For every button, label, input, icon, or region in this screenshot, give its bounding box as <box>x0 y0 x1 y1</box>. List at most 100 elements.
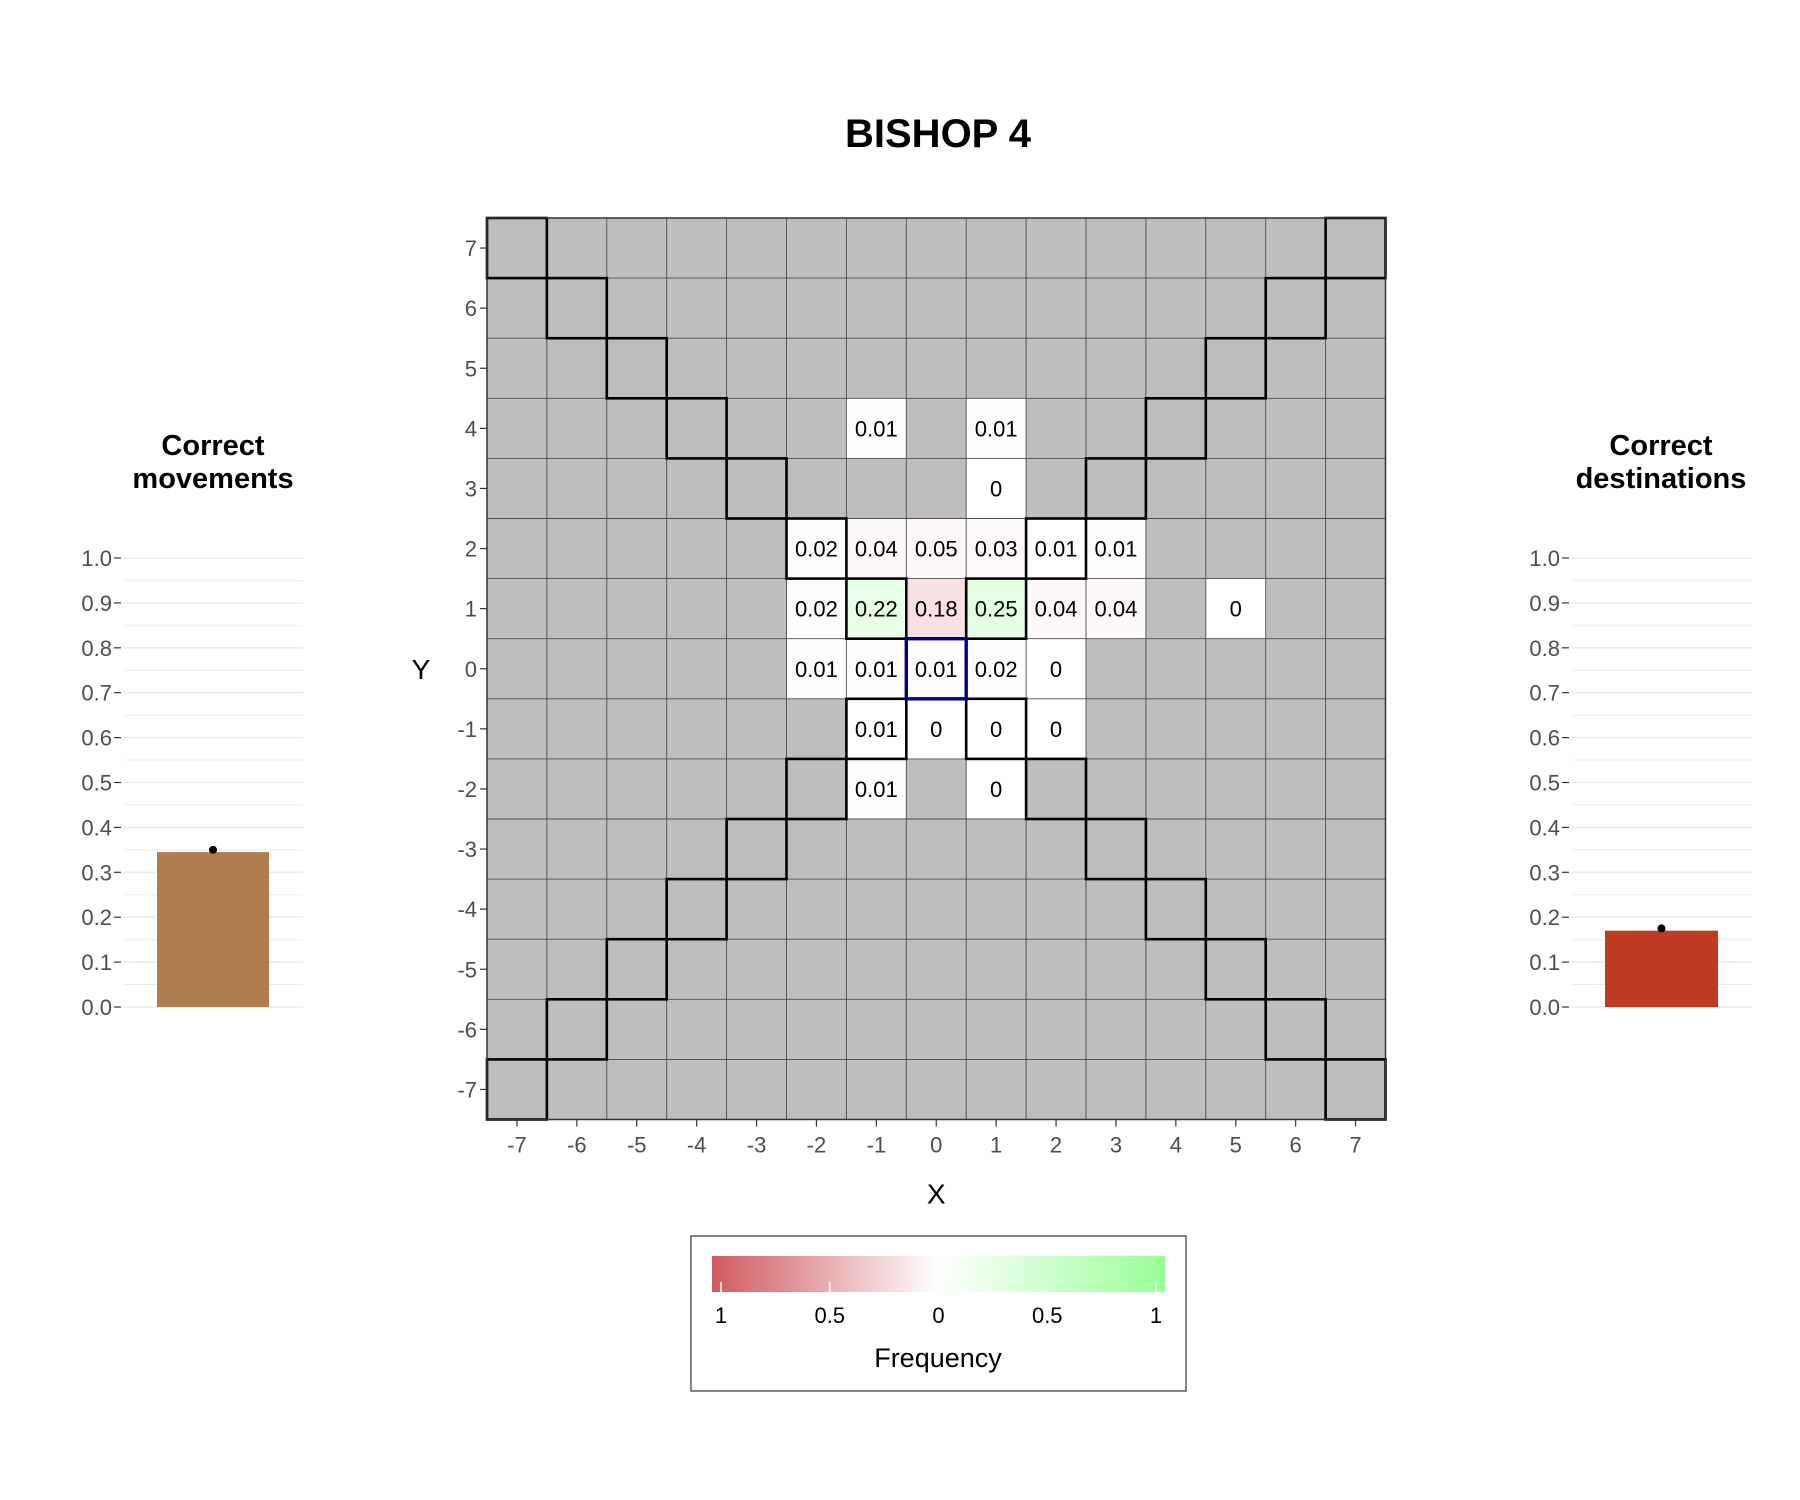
legend-tick-label: 0.5 <box>1032 1303 1063 1328</box>
heatmap-cell <box>786 638 847 699</box>
correct-cell-outline <box>1024 757 1088 821</box>
heatmap-cell <box>1205 578 1266 639</box>
y-tick-label: 7 <box>465 236 477 261</box>
panel-title: destinations <box>1576 463 1747 495</box>
y-tick-label: 0.9 <box>81 591 112 616</box>
heatmap-cell <box>846 758 907 819</box>
y-tick-label: -6 <box>457 1017 477 1042</box>
heatmap-cell <box>846 698 907 759</box>
bar-point <box>209 845 217 854</box>
heatmap-cell <box>1086 578 1146 639</box>
chart-title: BISHOP 4 <box>845 112 1032 156</box>
origin-cell-outline <box>904 637 968 701</box>
y-tick-label: -5 <box>457 957 477 982</box>
cell-label: 0.22 <box>855 597 898 622</box>
heatmap-cell <box>966 518 1027 579</box>
x-tick-label: 2 <box>1050 1133 1062 1158</box>
heatmap-cell <box>786 578 847 639</box>
correct-destinations-panel: 0.0 0.1 0.2 0.3 0.4 0.5 0.6 0.7 0.8 0.9 1.0 Correct… <box>1529 430 1752 1020</box>
x-tick-label: 0 <box>930 1133 942 1158</box>
correct-cell-outline <box>725 457 788 520</box>
cell-label: 0.02 <box>975 657 1018 682</box>
cell-label: 0.04 <box>1095 597 1138 622</box>
cell-label: 0 <box>930 717 942 742</box>
y-tick-label: 6 <box>465 296 477 321</box>
cell-label: 0 <box>1050 657 1062 682</box>
heatmap-cell <box>966 578 1027 639</box>
cell-label: 0.02 <box>795 537 838 562</box>
x-tick-label: 7 <box>1349 1133 1361 1158</box>
y-tick-label: 0.1 <box>1529 950 1560 975</box>
correct-cell-outline <box>785 517 848 580</box>
correct-cell-outline <box>1204 937 1268 1001</box>
x-tick-label: -6 <box>567 1133 587 1158</box>
y-tick-label: 0.4 <box>81 815 112 840</box>
heatmap-cell <box>846 578 907 639</box>
correct-cell-outline <box>964 697 1028 761</box>
bar-point <box>1657 924 1666 933</box>
cell-label: 0.01 <box>855 416 898 441</box>
cell-label: 0.01 <box>1035 537 1078 562</box>
cell-label: 0.18 <box>915 597 958 622</box>
correct-cell-outline <box>785 757 848 821</box>
y-tick-label: -4 <box>457 897 477 922</box>
x-tick-label: 5 <box>1230 1133 1242 1158</box>
legend-tick-label: 1 <box>715 1303 727 1328</box>
cell-label: 0.01 <box>795 657 838 682</box>
x-axis-label: X <box>927 1179 946 1210</box>
y-tick-label: 0.6 <box>81 726 112 751</box>
heatmap-cell <box>966 398 1027 459</box>
y-tick-label: 0.2 <box>81 905 112 930</box>
cell-label: 0.01 <box>915 657 958 682</box>
y-tick-label: 0.0 <box>81 995 112 1020</box>
cell-label: 0.04 <box>1035 597 1078 622</box>
cell-label: 0 <box>1230 597 1242 622</box>
heatmap-cell <box>906 638 967 699</box>
cell-label: 0 <box>990 476 1002 501</box>
cell-label: 0.05 <box>915 537 958 562</box>
legend-title: Frequency <box>874 1343 1002 1373</box>
correct-cell-outline <box>605 336 668 400</box>
heatmap-cell <box>846 638 907 699</box>
correct-cell-outline <box>545 276 609 340</box>
heatmap-panel: 0.01 0.01 0 0.02 0.04 0.05 0.03 0.01 0.01 0.02 0.2… <box>412 216 1387 1210</box>
y-tick-label: -3 <box>457 837 477 862</box>
y-tick-label: 0 <box>465 657 477 682</box>
x-tick-label: 3 <box>1110 1133 1122 1158</box>
y-tick-label: 0.5 <box>81 771 112 796</box>
correct-cell-outline <box>1024 517 1088 580</box>
x-tick-label: 6 <box>1290 1133 1302 1158</box>
y-tick-label: 1.0 <box>1529 546 1560 571</box>
cell-label: 0.03 <box>975 537 1018 562</box>
cell-label: 0.01 <box>855 657 898 682</box>
heatmap-cell <box>1086 518 1146 579</box>
y-tick-label: 0.7 <box>81 681 112 706</box>
correct-cell-outline <box>1084 457 1148 520</box>
heatmap-cell <box>1026 638 1086 699</box>
cell-label: 0.01 <box>1095 537 1138 562</box>
cell-label: 0 <box>990 717 1002 742</box>
correct-cell-outline <box>1144 396 1208 460</box>
x-tick-label: 1 <box>990 1133 1002 1158</box>
heatmap-cell <box>1026 698 1086 759</box>
y-tick-label: 0.5 <box>1529 771 1560 796</box>
cell-label: 0.01 <box>855 717 898 742</box>
heatmap-cell <box>966 698 1027 759</box>
correct-cell-outline <box>665 396 728 460</box>
y-tick-label: 0.0 <box>1529 995 1560 1020</box>
x-tick-label: -5 <box>627 1133 647 1158</box>
heatmap-cell <box>846 518 907 579</box>
heatmap-cell <box>906 698 967 759</box>
heatmap-cell <box>1026 578 1086 639</box>
x-tick-label: -7 <box>507 1133 527 1158</box>
y-tick-label: 4 <box>465 416 477 441</box>
heatmap-cell <box>966 638 1027 699</box>
correct-cell-outline <box>725 817 788 881</box>
panel-title: movements <box>132 463 293 495</box>
heatmap-cell <box>966 758 1027 819</box>
correct-cell-outline <box>1084 817 1148 881</box>
y-tick-label: 0.8 <box>1529 636 1560 661</box>
panel-title: Correct <box>161 430 264 462</box>
